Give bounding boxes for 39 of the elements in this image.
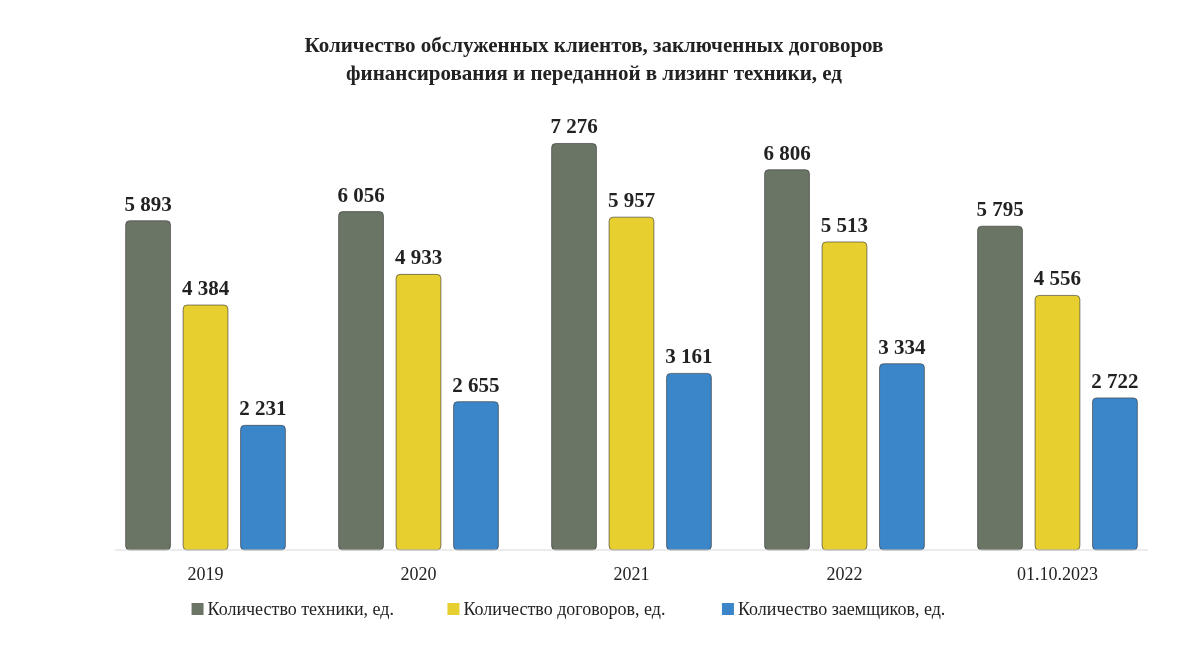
- data-label: 4 384: [181, 276, 230, 301]
- x-tick-label: 01.10.2023: [1016, 564, 1098, 584]
- data-label: 5 513: [820, 212, 869, 237]
- bar: [125, 220, 171, 551]
- data-label: 5 957: [607, 188, 656, 213]
- bar: [879, 363, 925, 551]
- data-label: 7 276: [550, 114, 598, 139]
- bar: [395, 274, 442, 551]
- bar: [764, 169, 810, 551]
- bar: [666, 373, 712, 551]
- x-tick-label: 2022: [826, 564, 863, 584]
- data-label: 6 806: [763, 140, 811, 165]
- chart-title: Количество обслуженных клиентов, заключенных договоров финансирования и переданной в лизинг техники, ед: [304, 33, 884, 85]
- data-label: 6 056: [337, 182, 385, 207]
- x-tick-label: 2021: [613, 564, 650, 584]
- bar: [240, 425, 286, 551]
- bar: [608, 216, 655, 551]
- legend-label: Количество договоров, ед.: [463, 599, 666, 619]
- bar: [551, 143, 597, 551]
- x-tick-label: 2020: [400, 564, 437, 584]
- bar: [453, 401, 499, 551]
- data-label: 2 722: [1091, 368, 1139, 393]
- data-label: 5 795: [976, 197, 1024, 222]
- data-label: 2 231: [239, 396, 287, 421]
- data-label: 4 556: [1033, 266, 1082, 291]
- data-label: 3 161: [665, 344, 713, 369]
- legend-label: Количество техники, ед.: [207, 599, 394, 619]
- bar: [1092, 397, 1138, 551]
- bar: [338, 211, 384, 551]
- data-label: 4 933: [394, 245, 443, 270]
- bar: [977, 225, 1023, 551]
- bar: [821, 241, 868, 551]
- data-label: 5 893: [124, 191, 172, 216]
- x-tick-label: 2019: [187, 564, 224, 584]
- bar: [182, 304, 229, 551]
- data-label: 2 655: [452, 372, 500, 397]
- legend-label: Количество заемщиков, ед.: [737, 599, 946, 619]
- bar: [1034, 295, 1081, 551]
- data-label: 3 334: [878, 334, 927, 359]
